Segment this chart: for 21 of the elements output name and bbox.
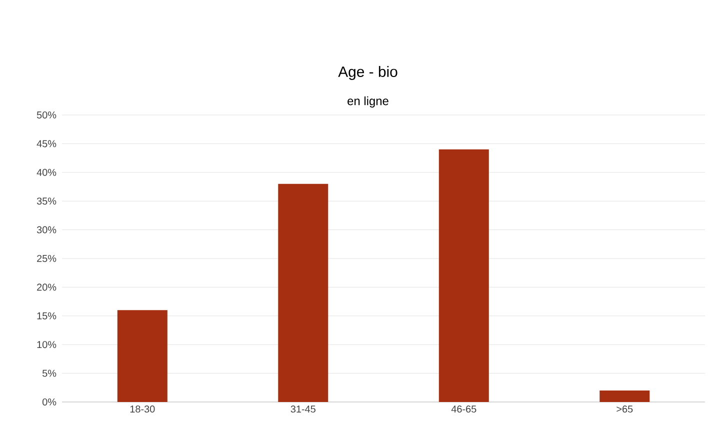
y-tick-label: 35% xyxy=(36,198,56,205)
y-tick-label: 50% xyxy=(36,111,56,119)
bar xyxy=(438,149,489,402)
x-tick-label: 31-45 xyxy=(290,406,316,413)
y-tick-label: 10% xyxy=(37,341,56,348)
bar xyxy=(278,184,328,402)
bar xyxy=(600,390,650,402)
y-tick-label: 0% xyxy=(42,398,56,406)
bar xyxy=(117,310,168,402)
y-tick-label: 5% xyxy=(42,370,56,377)
y-tick-label: 25% xyxy=(37,254,56,262)
y-tick-label: 15% xyxy=(37,312,56,320)
y-tick-label: 45% xyxy=(36,140,56,148)
y-tick-label: 20% xyxy=(37,284,56,291)
y-tick-label: 30% xyxy=(36,226,56,234)
x-tick-label: >65 xyxy=(616,406,633,413)
chart-title: Age - bio xyxy=(338,66,398,80)
x-tick-label: 18-30 xyxy=(130,406,155,413)
chart-subtitle: en ligne xyxy=(348,96,388,108)
x-tick-label: 46-65 xyxy=(451,406,476,413)
y-tick-label: 40% xyxy=(36,168,56,176)
